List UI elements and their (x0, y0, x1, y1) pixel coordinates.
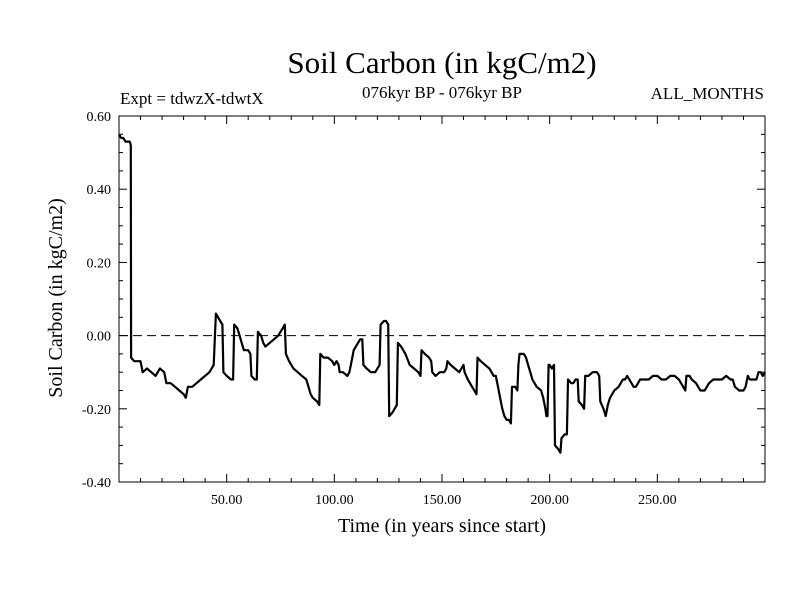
x-tick-label: 50.00 (211, 493, 243, 508)
y-tick-label: -0.20 (82, 403, 111, 418)
chart-subtitle-center: 076kyr BP - 076kyr BP (362, 83, 522, 102)
chart-subtitle-left: Expt = tdwzX-tdwtX (120, 89, 264, 108)
y-tick-label: 0.60 (87, 110, 112, 125)
plot-frame (118, 115, 766, 483)
chart-subtitle-right: ALL_MONTHS (651, 84, 764, 103)
y-tick-label: 0.20 (87, 256, 112, 271)
x-tick-label: 250.00 (638, 493, 677, 508)
chart-title: Soil Carbon (in kgC/m2) (287, 45, 596, 80)
y-tick-label: -0.40 (82, 476, 111, 491)
y-axis-label: Soil Carbon (in kgC/m2) (45, 198, 67, 397)
y-tick-label: 0.00 (87, 330, 112, 345)
x-tick-label: 150.00 (423, 493, 462, 508)
x-tick-label: 100.00 (315, 493, 354, 508)
x-axis-label: Time (in years since start) (338, 515, 546, 537)
x-tick-label: 200.00 (530, 493, 569, 508)
series-line (118, 133, 766, 454)
plot-area: 50.00 100.00 150.00 200.00 250.00 -0.40 -0.20 0… (82, 110, 766, 508)
y-tick-label: 0.40 (87, 183, 112, 198)
